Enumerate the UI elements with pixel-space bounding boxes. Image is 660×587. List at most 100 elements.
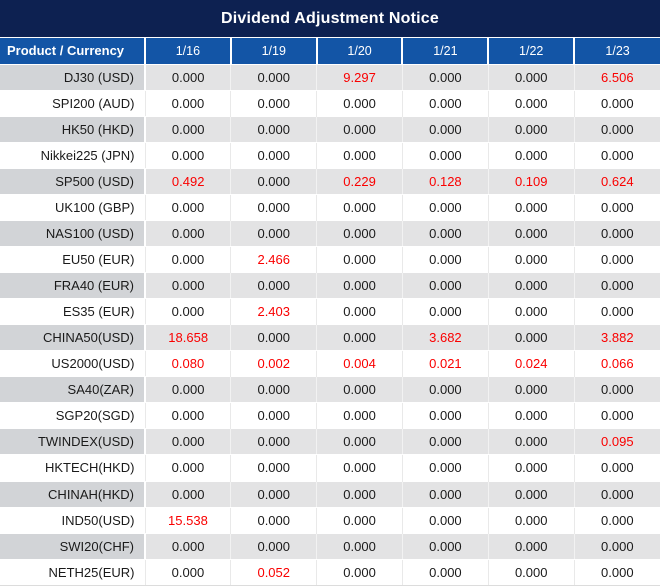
product-cell: FRA40 (EUR) bbox=[0, 271, 146, 300]
value-cell: 0.000 bbox=[144, 454, 231, 481]
table-row: SPI200 (AUD) 0.000 0.000 0.000 0.000 0.000 0.0… bbox=[0, 90, 660, 117]
value-cell: 0.000 bbox=[401, 115, 489, 143]
value-cell: 0.000 bbox=[401, 428, 489, 456]
product-cell: DJ30 (USD) bbox=[0, 63, 146, 91]
value-cell: 0.000 bbox=[144, 559, 231, 587]
value-cell: 0.000 bbox=[144, 246, 231, 273]
value-cell: 0.000 bbox=[401, 219, 489, 247]
date-column-header: 1/20 bbox=[315, 38, 403, 64]
value-cell: 0.000 bbox=[316, 428, 403, 456]
value-cell: 0.000 bbox=[401, 246, 489, 273]
value-cell: 0.000 bbox=[487, 480, 575, 508]
value-cell: 0.000 bbox=[487, 532, 575, 560]
value-cell: 2.403 bbox=[230, 298, 317, 325]
value-cell: 0.000 bbox=[401, 402, 489, 429]
value-cell: 0.000 bbox=[230, 142, 317, 169]
value-cell: 0.066 bbox=[573, 350, 660, 377]
value-cell: 15.538 bbox=[144, 507, 231, 534]
table-row: UK100 (GBP) 0.000 0.000 0.000 0.000 0.000 0.00… bbox=[0, 194, 660, 221]
value-cell: 0.000 bbox=[487, 63, 575, 91]
date-column-header: 1/23 bbox=[573, 38, 660, 64]
value-cell: 0.000 bbox=[316, 454, 403, 481]
value-cell: 0.000 bbox=[401, 63, 489, 91]
value-cell: 0.000 bbox=[230, 324, 317, 352]
table-row: SP500 (USD) 0.492 0.000 0.229 0.128 0.109 0.62… bbox=[0, 167, 660, 195]
value-cell: 0.021 bbox=[401, 350, 489, 377]
value-cell: 0.000 bbox=[487, 402, 575, 429]
value-cell: 0.000 bbox=[316, 194, 403, 221]
value-cell: 0.000 bbox=[573, 90, 660, 117]
value-cell: 0.000 bbox=[316, 324, 403, 352]
value-cell: 0.000 bbox=[487, 376, 575, 404]
product-cell: UK100 (GBP) bbox=[0, 194, 145, 221]
value-cell: 0.000 bbox=[145, 271, 231, 300]
value-cell: 6.506 bbox=[573, 63, 660, 91]
value-cell: 0.000 bbox=[487, 115, 575, 143]
value-cell: 0.000 bbox=[487, 559, 575, 587]
table-row: FRA40 (EUR) 0.000 0.000 0.000 0.000 0.000 0.00… bbox=[0, 271, 660, 300]
date-column-header: 1/22 bbox=[487, 38, 575, 64]
value-cell: 0.000 bbox=[145, 480, 231, 508]
table-row: HK50 (HKD) 0.000 0.000 0.000 0.000 0.000 0.000 bbox=[0, 115, 660, 143]
value-cell: 0.000 bbox=[230, 115, 317, 143]
table-row: ES35 (EUR) 0.000 2.403 0.000 0.000 0.000 0.000 bbox=[0, 298, 660, 325]
value-cell: 0.002 bbox=[230, 350, 317, 377]
value-cell: 0.000 bbox=[230, 219, 317, 247]
value-cell: 0.000 bbox=[573, 454, 660, 481]
value-cell: 0.000 bbox=[573, 271, 660, 300]
value-cell: 0.000 bbox=[573, 402, 660, 429]
product-cell: TWINDEX(USD) bbox=[0, 428, 146, 456]
value-cell: 0.000 bbox=[573, 532, 660, 560]
date-column-header: 1/16 bbox=[144, 38, 231, 64]
value-cell: 0.000 bbox=[316, 115, 403, 143]
value-cell: 0.000 bbox=[401, 480, 489, 508]
value-cell: 0.000 bbox=[487, 454, 575, 481]
date-column-header: 1/21 bbox=[401, 38, 489, 64]
value-cell: 0.000 bbox=[230, 63, 317, 91]
value-cell: 0.000 bbox=[316, 559, 403, 587]
value-cell: 0.492 bbox=[145, 167, 231, 195]
value-cell: 0.000 bbox=[316, 142, 403, 169]
product-cell: HKTECH(HKD) bbox=[0, 454, 145, 481]
product-cell: Nikkei225 (JPN) bbox=[0, 142, 145, 169]
table-row: IND50(USD) 15.538 0.000 0.000 0.000 0.000 0.00… bbox=[0, 507, 660, 534]
value-cell: 0.000 bbox=[144, 298, 231, 325]
table-row: TWINDEX(USD) 0.000 0.000 0.000 0.000 0.000 0.0… bbox=[0, 428, 660, 456]
value-cell: 0.000 bbox=[401, 532, 489, 560]
product-cell: SA40(ZAR) bbox=[0, 376, 146, 404]
value-cell: 0.000 bbox=[487, 271, 575, 300]
product-cell: SP500 (USD) bbox=[0, 167, 146, 195]
value-cell: 0.000 bbox=[230, 271, 317, 300]
value-cell: 0.000 bbox=[487, 90, 575, 117]
value-cell: 0.000 bbox=[401, 559, 489, 587]
value-cell: 0.000 bbox=[145, 63, 231, 91]
value-cell: 0.000 bbox=[573, 507, 660, 534]
table-row: SGP20(SGD) 0.000 0.000 0.000 0.000 0.000 0.000 bbox=[0, 402, 660, 429]
value-cell: 0.000 bbox=[230, 507, 317, 534]
value-cell: 2.466 bbox=[230, 246, 317, 273]
value-cell: 0.000 bbox=[401, 376, 489, 404]
product-cell: CHINA50(USD) bbox=[0, 324, 146, 352]
value-cell: 0.000 bbox=[316, 271, 403, 300]
value-cell: 0.024 bbox=[487, 350, 575, 377]
product-cell: IND50(USD) bbox=[0, 507, 145, 534]
value-cell: 0.000 bbox=[230, 167, 317, 195]
table-row: CHINAH(HKD) 0.000 0.000 0.000 0.000 0.000 0.00… bbox=[0, 480, 660, 508]
value-cell: 0.000 bbox=[230, 480, 317, 508]
value-cell: 0.000 bbox=[401, 194, 489, 221]
value-cell: 0.000 bbox=[230, 402, 317, 429]
value-cell: 0.000 bbox=[487, 219, 575, 247]
table-row: Nikkei225 (JPN) 0.000 0.000 0.000 0.000 0.000… bbox=[0, 142, 660, 169]
table-row: EU50 (EUR) 0.000 2.466 0.000 0.000 0.000 0.000 bbox=[0, 246, 660, 273]
value-cell: 0.000 bbox=[487, 324, 575, 352]
product-currency-column-header: Product / Currency bbox=[0, 38, 145, 64]
value-cell: 0.000 bbox=[144, 402, 231, 429]
value-cell: 0.000 bbox=[316, 402, 403, 429]
product-cell: EU50 (EUR) bbox=[0, 246, 145, 273]
value-cell: 0.000 bbox=[573, 559, 660, 587]
value-cell: 0.000 bbox=[144, 90, 231, 117]
product-cell: SPI200 (AUD) bbox=[0, 90, 145, 117]
value-cell: 0.000 bbox=[573, 142, 660, 169]
product-cell: NAS100 (USD) bbox=[0, 219, 146, 247]
value-cell: 0.000 bbox=[573, 480, 660, 508]
